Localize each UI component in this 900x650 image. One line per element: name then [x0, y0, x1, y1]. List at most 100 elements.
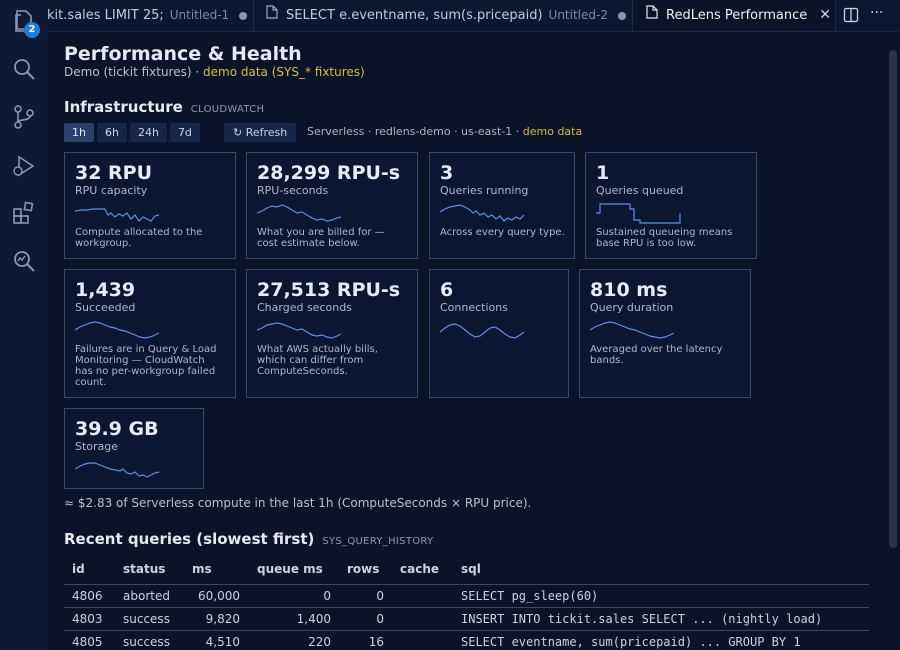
unsaved-dot-icon	[617, 11, 626, 20]
metric-label: Succeeded	[75, 301, 136, 314]
range-24h-button[interactable]: 24h	[129, 123, 167, 142]
metric-value: 810 ms	[590, 279, 668, 301]
metric-value: 6	[440, 279, 454, 301]
column-header-rows[interactable]: rows	[347, 562, 380, 576]
unsaved-dot-icon	[239, 11, 248, 20]
cell-ms: 9,820	[205, 612, 240, 626]
column-header-sql[interactable]: sql	[461, 562, 481, 576]
metric-value: 1,439	[75, 279, 136, 301]
metric-description: Failures are in Query & Load Monitoring …	[75, 344, 217, 388]
sparkline	[440, 323, 525, 339]
metric-value: 28,299 RPU-s	[257, 162, 401, 184]
metric-value: 39.9 GB	[75, 418, 159, 440]
metric-card-query-duration: 810 ms Query duration Averaged over the …	[579, 269, 751, 398]
cell-queue-ms: 0	[323, 589, 331, 603]
metric-label: Query duration	[590, 301, 674, 314]
cell-status: success	[123, 612, 170, 626]
recent-queries-title: Recent queries (slowest first)	[64, 530, 315, 548]
metric-card-storage: 39.9 GB Storage	[64, 408, 204, 489]
metric-card-queries-queued: 1 Queries queued Sustained queueing mean…	[585, 152, 757, 259]
cell-sql: SELECT eventname, sum(pricepaid) ... GRO…	[461, 635, 801, 649]
metric-label: RPU capacity	[75, 184, 148, 197]
metric-value: 1	[596, 162, 610, 184]
sparkline	[75, 462, 160, 478]
column-header-ms[interactable]: ms	[192, 562, 212, 576]
extensions-icon[interactable]	[11, 200, 37, 226]
cell-ms: 60,000	[198, 589, 240, 603]
metric-value: 32 RPU	[75, 162, 153, 184]
close-tab-icon[interactable]: ✕	[819, 7, 831, 23]
recent-queries-heading: Recent queries (slowest first) SYS_QUERY_…	[64, 530, 433, 548]
cloudwatch-tag: CLOUDWATCH	[190, 104, 265, 115]
metric-value: 27,513 RPU-s	[257, 279, 401, 301]
tab-untitled-1[interactable]: kit.sales LIMIT 25; Untitled-1	[48, 0, 254, 31]
column-header-status[interactable]: status	[123, 562, 166, 576]
sparkline	[75, 208, 160, 222]
infrastructure-heading: Infrastructure CLOUDWATCH	[64, 98, 264, 116]
tab-subtitle: Untitled-2	[548, 8, 608, 22]
table-row[interactable]: 4805 success 4,510 220 16 SELECT eventna…	[64, 630, 869, 650]
cell-id: 4803	[72, 612, 103, 626]
workgroup-context: Serverless · redlens-demo · us-east-1 · …	[307, 125, 582, 138]
range-7d-button[interactable]: 7d	[169, 123, 200, 142]
infrastructure-title: Infrastructure	[64, 98, 183, 116]
split-editor-icon[interactable]	[843, 6, 859, 24]
column-header-cache[interactable]: cache	[400, 562, 440, 576]
column-header-queue-ms[interactable]: queue ms	[257, 562, 323, 576]
metric-card-succeeded: 1,439 Succeeded Failures are in Query & …	[64, 269, 236, 398]
subtitle-text: Demo (tickit fixtures) ·	[64, 65, 200, 79]
search-icon[interactable]	[11, 56, 37, 82]
file-icon	[266, 1, 278, 31]
source-control-icon[interactable]	[11, 104, 37, 130]
cell-sql: SELECT pg_sleep(60)	[461, 589, 599, 603]
tab-untitled-2[interactable]: SELECT e.eventname, sum(s.pricepaid) Unti…	[254, 0, 633, 31]
tab-title: SELECT e.eventname, sum(s.pricepaid)	[286, 8, 543, 23]
activity-bar: 2	[0, 0, 48, 650]
redlens-icon[interactable]	[11, 248, 37, 274]
tab-redlens-performance[interactable]: RedLens Performance ✕	[634, 0, 836, 31]
table-row[interactable]: 4806 aborted 60,000 0 0 SELECT pg_sleep(…	[64, 584, 869, 607]
time-range-selector: 1h 6h 24h 7d	[64, 123, 203, 142]
cell-ms: 4,510	[205, 635, 240, 649]
metric-value: 3	[440, 162, 454, 184]
sparkline	[590, 321, 675, 339]
range-6h-button[interactable]: 6h	[96, 123, 127, 142]
metric-label: Queries queued	[596, 184, 684, 197]
metric-description: Averaged over the latency bands.	[590, 344, 723, 366]
metric-label: Connections	[440, 301, 508, 314]
more-actions-icon[interactable]: ···	[870, 5, 884, 21]
demo-data-label: demo data (SYS_* fixtures)	[203, 65, 365, 79]
metric-card-rpu-capacity: 32 RPU RPU capacity Compute allocated to…	[64, 152, 236, 259]
cell-rows: 0	[376, 589, 384, 603]
sparkline	[596, 203, 681, 224]
metric-label: Charged seconds	[257, 301, 352, 314]
metric-label: Queries running	[440, 184, 529, 197]
vertical-scrollbar[interactable]	[889, 50, 897, 548]
run-debug-icon[interactable]	[11, 153, 37, 179]
performance-panel: Performance & Health Demo (tickit fixtur…	[48, 32, 888, 650]
metric-label: RPU-seconds	[257, 184, 329, 197]
metric-description: Compute allocated to the workgroup.	[75, 227, 203, 249]
sparkline	[257, 204, 342, 222]
metric-description: Across every query type.	[440, 227, 565, 238]
context-text: Serverless · redlens-demo · us-east-1 ·	[307, 125, 520, 138]
metric-card-charged-seconds: 27,513 RPU-s Charged seconds What AWS ac…	[246, 269, 418, 398]
metric-card-rpu-seconds: 28,299 RPU-s RPU-seconds What you are bi…	[246, 152, 418, 259]
explorer-badge: 2	[24, 22, 40, 38]
cell-rows: 0	[376, 612, 384, 626]
cost-estimate-note: ≈ $2.83 of Serverless compute in the las…	[64, 496, 532, 510]
tab-title: RedLens Performance	[666, 8, 808, 23]
range-1h-button[interactable]: 1h	[64, 123, 94, 142]
refresh-button[interactable]: ↻ Refresh	[224, 123, 297, 142]
page-subtitle: Demo (tickit fixtures) · demo data (SYS_…	[64, 65, 365, 79]
sparkline	[75, 321, 160, 339]
metric-label: Storage	[75, 440, 119, 453]
table-row[interactable]: 4803 success 9,820 1,400 0 INSERT INTO t…	[64, 607, 869, 630]
sparkline	[257, 322, 342, 339]
cell-rows: 16	[368, 635, 384, 649]
column-header-id[interactable]: id	[72, 562, 85, 576]
file-icon	[646, 1, 658, 31]
context-demo-label: demo data	[522, 125, 583, 138]
cell-queue-ms: 220	[308, 635, 331, 649]
page-title: Performance & Health	[64, 43, 302, 65]
